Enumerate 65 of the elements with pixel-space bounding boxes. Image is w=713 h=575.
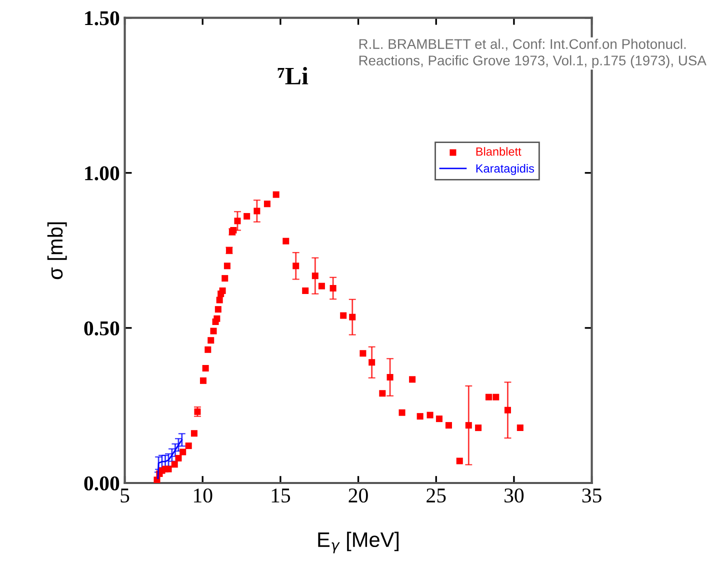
point <box>254 208 260 214</box>
point <box>426 412 434 418</box>
point <box>216 296 223 304</box>
point <box>456 458 463 464</box>
point <box>244 213 250 220</box>
point <box>292 262 300 270</box>
legend-label: Blanblett <box>476 147 522 156</box>
annotation: R.L. BRAMBLETT et al., Conf: Int.Conf.on Photonucl. Reactions, Pacific Grove 1973, Vol.1, p.175 (1973), USA <box>359 38 706 68</box>
point <box>175 454 182 462</box>
point <box>264 200 270 208</box>
point <box>312 272 318 280</box>
text: ⁷Li <box>278 66 308 84</box>
point <box>234 218 241 224</box>
point <box>210 328 217 334</box>
point <box>219 287 226 294</box>
point <box>485 394 492 400</box>
x-axis-title: E$_{γ}$ [MeV] <box>318 532 399 554</box>
point <box>409 376 416 383</box>
point <box>194 408 201 415</box>
point <box>204 346 212 353</box>
y-tick-label: 0.00 <box>84 476 120 491</box>
point <box>185 442 192 450</box>
point <box>445 422 452 429</box>
point <box>200 377 206 384</box>
x-tick-label: 15 <box>272 488 290 503</box>
point <box>202 365 209 372</box>
point <box>318 282 325 290</box>
point <box>379 390 386 397</box>
point <box>504 406 511 414</box>
point <box>214 315 220 322</box>
point <box>282 238 290 244</box>
point <box>516 424 524 432</box>
point <box>398 409 406 416</box>
x-tick-label: 10 <box>194 488 212 503</box>
x-tick-label: 5 <box>120 488 130 503</box>
point <box>190 430 198 437</box>
point <box>171 461 178 468</box>
point <box>436 416 442 422</box>
point <box>360 350 366 357</box>
y-tick-label: 1.00 <box>85 166 120 180</box>
point <box>416 413 424 420</box>
point <box>222 275 228 282</box>
y-tick-label: 0.50 <box>84 321 120 336</box>
point <box>349 314 356 320</box>
x-tick-label: 25 <box>426 488 446 503</box>
legend-label: Karatagidis <box>476 164 534 175</box>
point <box>368 359 376 366</box>
point <box>465 422 472 429</box>
point <box>154 476 160 483</box>
point <box>272 191 280 198</box>
y-tick-label: 1.50 <box>85 11 120 26</box>
point <box>492 394 500 400</box>
point <box>180 448 186 456</box>
y-axis-title: σ [mb] <box>47 222 67 280</box>
x-tick-label: 35 <box>582 488 602 503</box>
point <box>214 306 222 313</box>
point <box>302 287 309 294</box>
point <box>340 312 347 319</box>
point <box>208 337 214 344</box>
point <box>330 284 336 292</box>
x-tick-label: 30 <box>504 488 524 503</box>
point <box>224 262 230 270</box>
point <box>386 374 394 381</box>
point <box>475 424 482 432</box>
x-tick-label: 20 <box>348 488 368 503</box>
